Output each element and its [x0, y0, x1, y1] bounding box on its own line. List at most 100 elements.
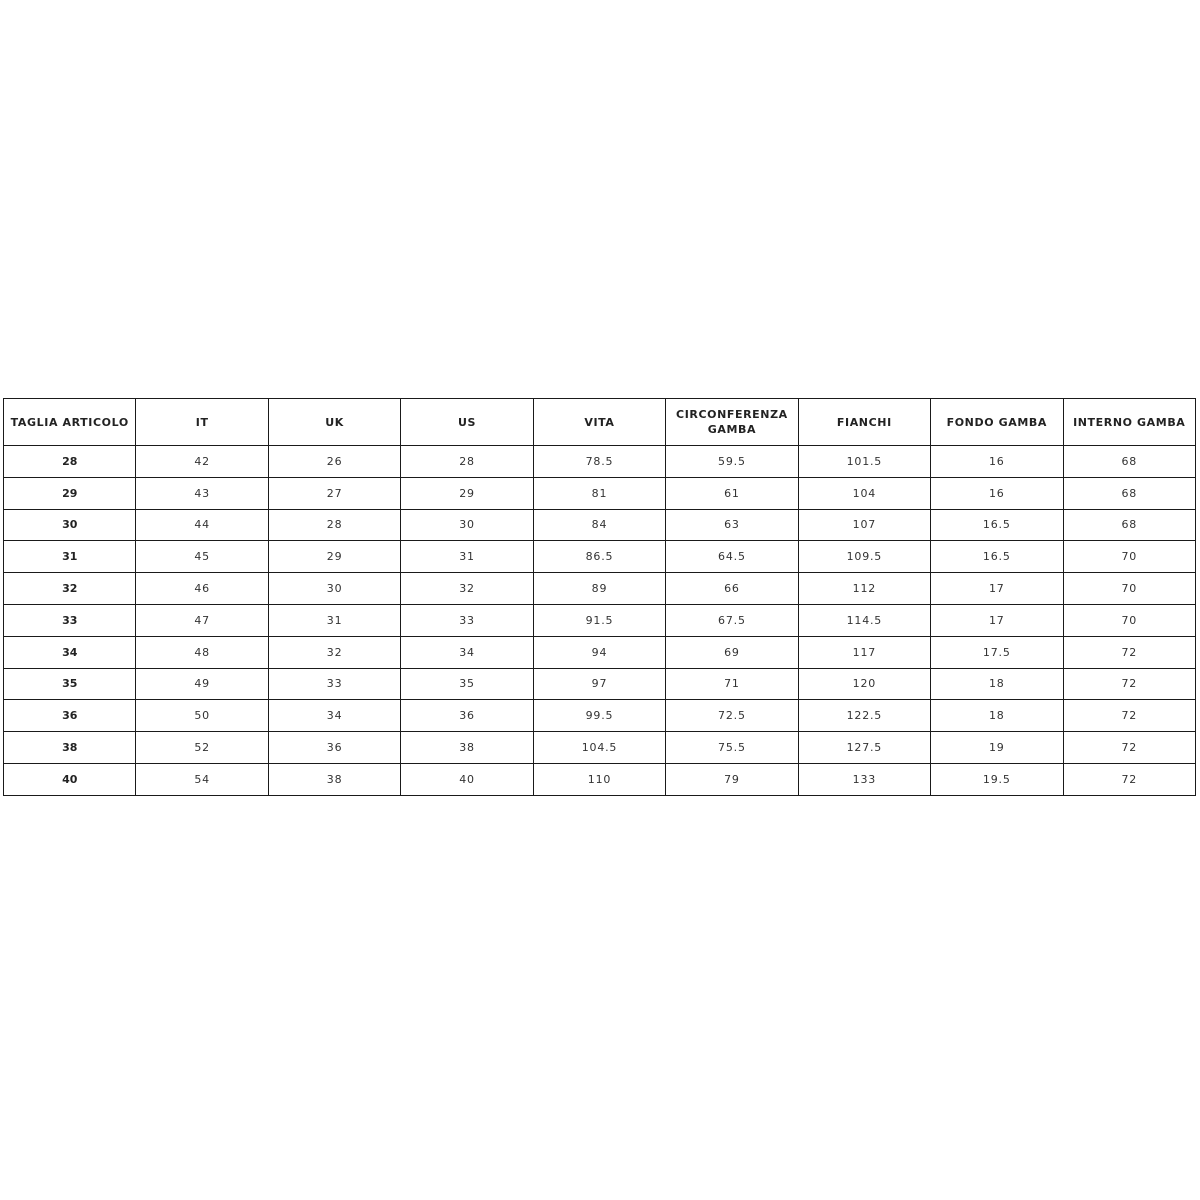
table-cell: 75.5 — [665, 731, 799, 764]
table-cell: 16.5 — [930, 508, 1064, 542]
table-cell: 68 — [1062, 508, 1196, 542]
table-cell: 101.5 — [797, 445, 932, 478]
size-cell: 40 — [2, 762, 137, 796]
table-cell: 127.5 — [797, 731, 932, 764]
column-header: US — [400, 398, 534, 446]
table-cell: 27 — [267, 476, 402, 510]
table-cell: 50 — [135, 699, 269, 733]
table-cell: 44 — [135, 508, 269, 542]
table-cell: 19.5 — [930, 762, 1064, 796]
table-cell: 67.5 — [665, 603, 799, 637]
table-cell: 70 — [1062, 540, 1196, 574]
table-cell: 72 — [1062, 731, 1196, 764]
table-cell: 16 — [930, 476, 1064, 510]
table-cell: 97 — [532, 667, 667, 701]
column-header: TAGLIA ARTICOLO — [2, 398, 137, 446]
table-cell: 33 — [267, 667, 402, 701]
size-cell: 35 — [2, 667, 137, 701]
size-cell: 33 — [2, 603, 137, 637]
table-cell: 66 — [665, 572, 799, 605]
table-cell: 61 — [665, 476, 799, 510]
table-cell: 30 — [267, 572, 402, 605]
table-row: 33 47 31 33 91.5 67.5 114.5 17 70 — [2, 603, 1196, 637]
size-cell: 32 — [2, 572, 137, 605]
table-cell: 17 — [930, 603, 1064, 637]
column-header: VITA — [532, 398, 667, 446]
table-cell: 52 — [135, 731, 269, 764]
table-row: 29 43 27 29 81 61 104 16 68 — [2, 476, 1196, 510]
table-cell: 36 — [267, 731, 402, 764]
table-row: 32 46 30 32 89 66 112 17 70 — [2, 572, 1196, 605]
size-cell: 31 — [2, 540, 137, 574]
size-chart-table: TAGLIA ARTICOLO IT UK US VITA CIRCONFERENZA G… — [2, 398, 1196, 796]
table-cell: 32 — [267, 635, 402, 669]
table-cell: 16.5 — [930, 540, 1064, 574]
table-cell: 70 — [1062, 572, 1196, 605]
size-cell: 38 — [2, 731, 137, 764]
table-cell: 31 — [267, 603, 402, 637]
table-cell: 104.5 — [532, 731, 667, 764]
table-cell: 34 — [267, 699, 402, 733]
table-cell: 91.5 — [532, 603, 667, 637]
table-cell: 43 — [135, 476, 269, 510]
table-cell: 122.5 — [797, 699, 932, 733]
table-cell: 33 — [400, 603, 534, 637]
table-cell: 35 — [400, 667, 534, 701]
table-cell: 89 — [532, 572, 667, 605]
table-cell: 38 — [267, 762, 402, 796]
table-cell: 68 — [1062, 445, 1196, 478]
size-cell: 36 — [2, 699, 137, 733]
table-cell: 79 — [665, 762, 799, 796]
table-cell: 17.5 — [930, 635, 1064, 669]
table-cell: 28 — [267, 508, 402, 542]
table-cell: 110 — [532, 762, 667, 796]
table-cell: 28 — [400, 445, 534, 478]
table-cell: 29 — [267, 540, 402, 574]
table-cell: 30 — [400, 508, 534, 542]
table-cell: 59.5 — [665, 445, 799, 478]
table-cell: 49 — [135, 667, 269, 701]
table-cell: 72 — [1062, 762, 1196, 796]
table-row: 31 45 29 31 86.5 64.5 109.5 16.5 70 — [2, 540, 1196, 574]
table-row: 35 49 33 35 97 71 120 18 72 — [2, 667, 1196, 701]
table-cell: 114.5 — [797, 603, 932, 637]
column-header: UK — [267, 398, 402, 446]
table-cell: 18 — [930, 699, 1064, 733]
table-cell: 54 — [135, 762, 269, 796]
table-row: 34 48 32 34 94 69 117 17.5 72 — [2, 635, 1196, 669]
table-cell: 26 — [267, 445, 402, 478]
table-cell: 32 — [400, 572, 534, 605]
table-cell: 42 — [135, 445, 269, 478]
header-row: TAGLIA ARTICOLO IT UK US VITA CIRCONFERENZA G… — [2, 398, 1196, 446]
table-cell: 99.5 — [532, 699, 667, 733]
table-cell: 29 — [400, 476, 534, 510]
table-cell: 86.5 — [532, 540, 667, 574]
column-header: INTERNO GAMBA — [1062, 398, 1196, 446]
table-cell: 72 — [1062, 699, 1196, 733]
table-row: 38 52 36 38 104.5 75.5 127.5 19 72 — [2, 731, 1196, 764]
table-row: 36 50 34 36 99.5 72.5 122.5 18 72 — [2, 699, 1196, 733]
table-row: 28 42 26 28 78.5 59.5 101.5 16 68 — [2, 445, 1196, 478]
table-cell: 71 — [665, 667, 799, 701]
table-cell: 47 — [135, 603, 269, 637]
table-cell: 104 — [797, 476, 932, 510]
table-cell: 81 — [532, 476, 667, 510]
table-cell: 48 — [135, 635, 269, 669]
table-cell: 46 — [135, 572, 269, 605]
size-cell: 28 — [2, 445, 137, 478]
table-cell: 72 — [1062, 667, 1196, 701]
table-cell: 64.5 — [665, 540, 799, 574]
table-cell: 68 — [1062, 476, 1196, 510]
table-cell: 17 — [930, 572, 1064, 605]
column-header: FIANCHI — [797, 398, 932, 446]
size-cell: 34 — [2, 635, 137, 669]
table-cell: 133 — [797, 762, 932, 796]
table-cell: 40 — [400, 762, 534, 796]
table-cell: 31 — [400, 540, 534, 574]
size-cell: 30 — [2, 508, 137, 542]
size-cell: 29 — [2, 476, 137, 510]
table-cell: 63 — [665, 508, 799, 542]
table-cell: 69 — [665, 635, 799, 669]
table-cell: 112 — [797, 572, 932, 605]
table-cell: 120 — [797, 667, 932, 701]
